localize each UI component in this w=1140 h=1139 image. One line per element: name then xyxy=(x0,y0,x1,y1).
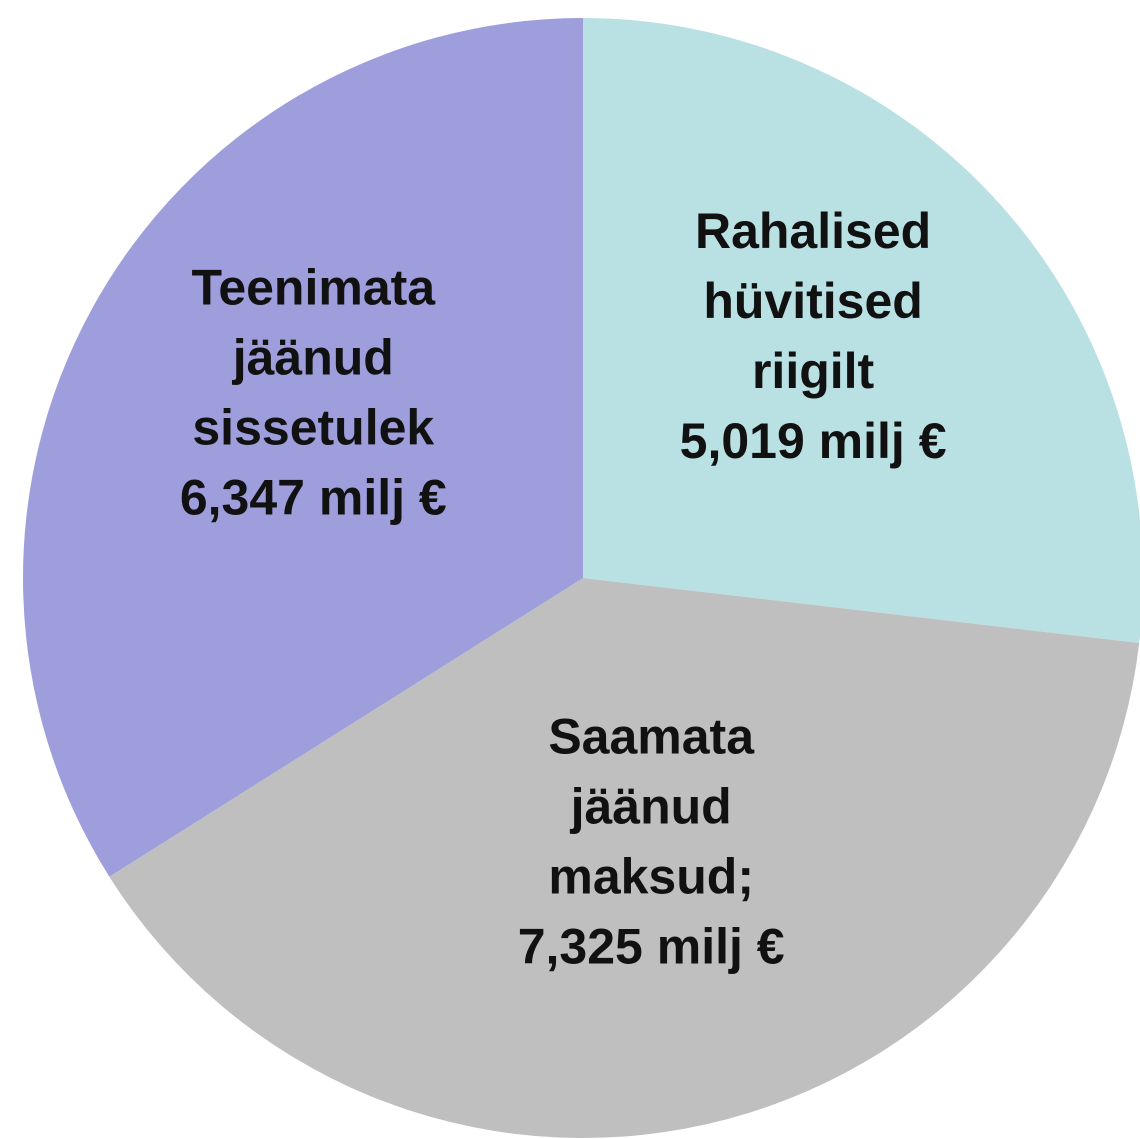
value-label: 6,347 milj € xyxy=(180,469,447,525)
slice-label: Saamata jäänud maksud; xyxy=(548,708,755,904)
pie-slice xyxy=(109,578,1140,1138)
label-line: sissetulek xyxy=(192,399,434,455)
label-line: jäänud xyxy=(570,778,732,834)
value-label: 7,325 milj € xyxy=(518,918,785,974)
pie-slice xyxy=(583,18,1140,644)
label-line: jäänud xyxy=(232,329,394,385)
label-line: Saamata xyxy=(548,708,755,764)
label-line: Rahalised xyxy=(695,203,931,259)
pie-slice xyxy=(23,18,584,877)
label-line: riigilt xyxy=(752,343,875,399)
value-label: 5,019 milj € xyxy=(680,413,947,469)
slice-label: Teenimata jäänud sissetulek xyxy=(191,259,436,455)
label-line: hüvitised xyxy=(703,273,922,329)
label-line: Teenimata xyxy=(191,259,436,315)
label-line: maksud; xyxy=(548,848,754,904)
slice-label: Rahalised hüvitised riigilt xyxy=(695,203,931,399)
